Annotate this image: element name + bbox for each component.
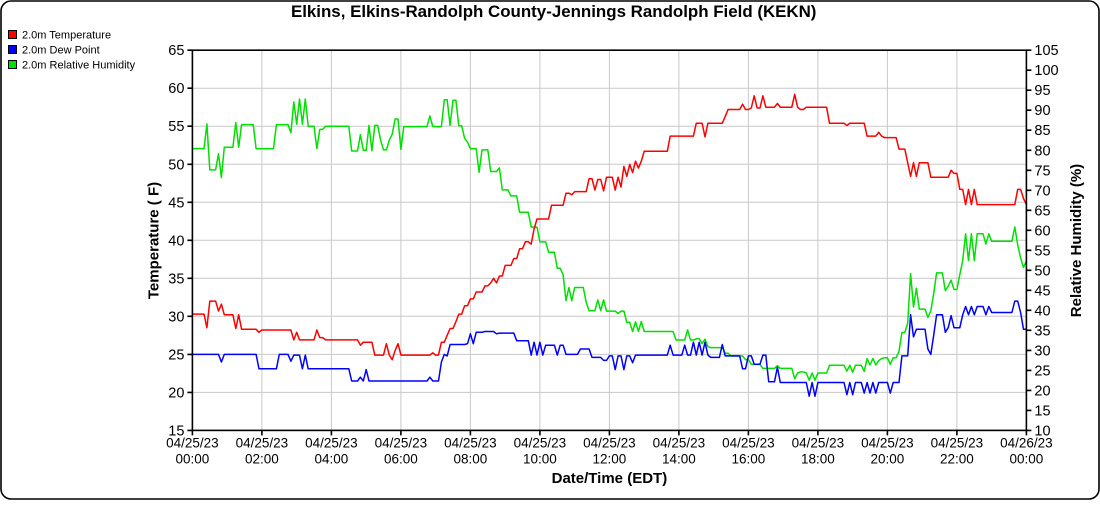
svg-text:04/25/23: 04/25/23 [166,436,219,451]
svg-text:16:00: 16:00 [732,452,766,467]
svg-text:04/25/23: 04/25/23 [861,436,914,451]
svg-text:Date/Time (EDT): Date/Time (EDT) [552,470,668,487]
svg-text:2.0m Relative Humidity: 2.0m Relative Humidity [22,60,136,72]
svg-text:20:00: 20:00 [871,452,905,467]
svg-text:105: 105 [1034,43,1058,59]
svg-text:14:00: 14:00 [662,452,696,467]
svg-text:70: 70 [1034,183,1050,199]
svg-text:85: 85 [1034,123,1050,139]
svg-text:25: 25 [168,347,184,363]
svg-text:04/25/23: 04/25/23 [931,436,984,451]
svg-text:15: 15 [1034,403,1050,419]
svg-text:06:00: 06:00 [384,452,418,467]
svg-text:04/25/23: 04/25/23 [305,436,358,451]
svg-text:55: 55 [1034,243,1050,259]
svg-text:95: 95 [1034,83,1050,99]
svg-text:30: 30 [1034,343,1050,359]
svg-text:20: 20 [1034,383,1050,399]
svg-text:18:00: 18:00 [801,452,835,467]
svg-text:10:00: 10:00 [523,452,557,467]
svg-text:2.0m Temperature: 2.0m Temperature [22,30,111,42]
svg-text:04/25/23: 04/25/23 [583,436,636,451]
svg-text:35: 35 [1034,323,1050,339]
svg-text:60: 60 [168,81,184,97]
svg-text:04/25/23: 04/25/23 [514,436,567,451]
svg-text:22:00: 22:00 [940,452,974,467]
svg-text:55: 55 [168,119,184,135]
svg-text:04/25/23: 04/25/23 [722,436,775,451]
svg-text:20: 20 [168,385,184,401]
svg-text:40: 40 [1034,303,1050,319]
svg-text:00:00: 00:00 [1010,452,1044,467]
svg-text:04/25/23: 04/25/23 [375,436,428,451]
svg-text:15: 15 [168,423,184,439]
svg-text:2.0m Dew Point: 2.0m Dew Point [22,45,100,57]
svg-text:04:00: 04:00 [315,452,349,467]
svg-text:50: 50 [1034,263,1050,279]
svg-text:75: 75 [1034,163,1050,179]
svg-text:00:00: 00:00 [176,452,210,467]
svg-text:65: 65 [168,43,184,59]
svg-text:25: 25 [1034,363,1050,379]
svg-text:04/25/23: 04/25/23 [653,436,706,451]
svg-text:02:00: 02:00 [245,452,279,467]
svg-text:45: 45 [168,195,184,211]
svg-text:10: 10 [1034,423,1050,439]
svg-text:12:00: 12:00 [593,452,627,467]
svg-text:30: 30 [168,309,184,325]
svg-text:Elkins, Elkins-Randolph County: Elkins, Elkins-Randolph County-Jennings … [291,2,817,21]
svg-text:Relative Humidity (%): Relative Humidity (%) [1068,164,1085,317]
svg-text:04/26/23: 04/26/23 [1000,436,1053,451]
svg-text:50: 50 [168,157,184,173]
svg-text:100: 100 [1034,63,1058,79]
svg-text:80: 80 [1034,143,1050,159]
svg-text:04/25/23: 04/25/23 [792,436,845,451]
svg-text:40: 40 [168,233,184,249]
svg-text:04/25/23: 04/25/23 [236,436,289,451]
svg-text:04/25/23: 04/25/23 [444,436,497,451]
svg-text:45: 45 [1034,283,1050,299]
svg-text:65: 65 [1034,203,1050,219]
svg-text:90: 90 [1034,103,1050,119]
svg-text:35: 35 [168,271,184,287]
svg-text:08:00: 08:00 [454,452,488,467]
svg-text:60: 60 [1034,223,1050,239]
svg-text:Temperature ( F): Temperature ( F) [146,182,163,299]
